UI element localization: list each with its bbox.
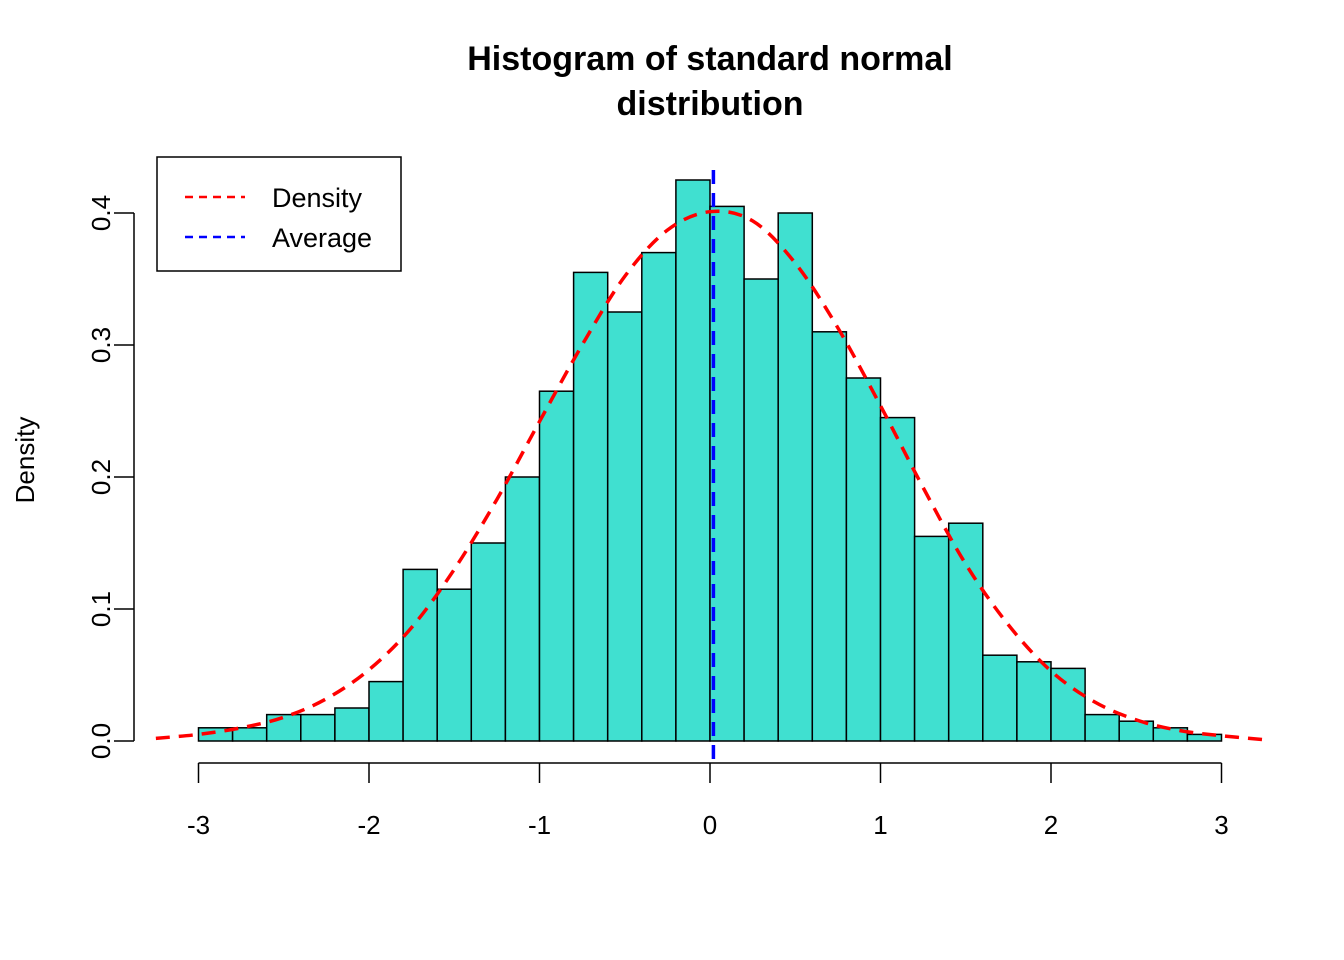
histogram-bar: [913, 535, 950, 742]
density-curve-layer: [155, 209, 1265, 742]
x-tick-label: -3: [187, 810, 210, 840]
histogram-bar: [368, 680, 404, 742]
x-tick-label: 2: [1044, 810, 1058, 840]
histogram-bar: [811, 331, 848, 742]
histogram-bar: [1016, 661, 1052, 742]
histogram-bar: [982, 654, 1018, 742]
bars-layer: [197, 179, 1223, 742]
x-tick-label: -2: [357, 810, 380, 840]
histogram-bar: [470, 542, 507, 742]
y-tick-label: 0.3: [86, 327, 116, 363]
histogram-bar: [675, 179, 711, 742]
histogram-bar: [743, 278, 779, 742]
density-curve: [155, 209, 1265, 742]
histogram-bar: [947, 522, 984, 742]
y-axis-label: Density: [10, 417, 40, 504]
histogram-bar: [538, 390, 575, 742]
histogram-bar: [265, 713, 302, 742]
histogram-bar: [300, 713, 336, 742]
legend-average-label: Average: [272, 223, 372, 253]
axes-layer: -3 -2 -1 0 1 2 3 0.0 0.1 0.2 0.3 0.4: [86, 195, 1229, 840]
x-tick-label: -1: [528, 810, 551, 840]
y-tick-label: 0.1: [86, 591, 116, 627]
y-tick-label: 0.0: [86, 723, 116, 759]
histogram-bar: [334, 707, 370, 742]
histogram-bar: [436, 588, 473, 742]
histogram-bar: [709, 205, 745, 742]
histogram-bar: [641, 251, 677, 742]
histogram-bar: [1084, 713, 1120, 742]
x-tick-label: 1: [873, 810, 887, 840]
chart-title-line-1: Histogram of standard normal: [467, 40, 953, 78]
histogram-bar: [1050, 667, 1086, 742]
histogram-bar: [845, 377, 882, 742]
histogram-bar: [606, 311, 643, 742]
y-tick-label: 0.2: [86, 459, 116, 495]
legend-box: [156, 156, 402, 272]
chart-title-line-2: distribution: [617, 85, 804, 123]
histogram-bar: [504, 476, 541, 742]
histogram-bar: [777, 212, 814, 742]
histogram-bar: [402, 568, 438, 742]
x-tick-label: 0: [703, 810, 717, 840]
histogram-bar: [572, 271, 609, 742]
y-tick-label: 0.4: [86, 195, 116, 231]
x-tick-label: 3: [1214, 810, 1228, 840]
histogram-bar: [879, 416, 916, 742]
legend: Density Average: [156, 156, 402, 272]
legend-density-label: Density: [272, 183, 363, 213]
